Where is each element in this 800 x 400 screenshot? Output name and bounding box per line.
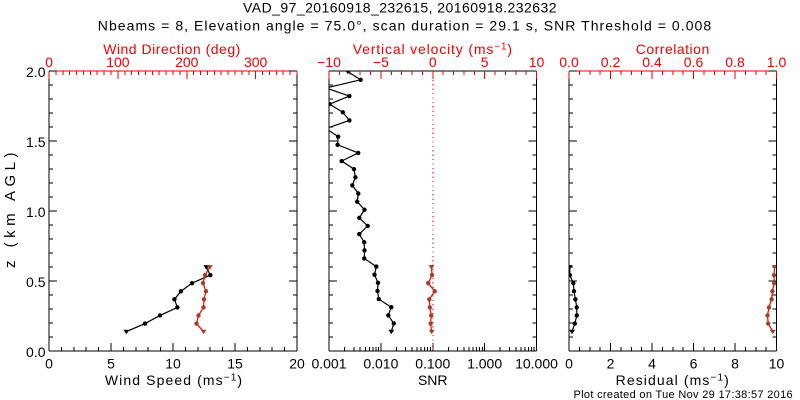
svg-text:Nbeams = 8, Elevation angle =: Nbeams = 8, Elevation angle = 75.0°, sca… [98,18,712,34]
svg-text:4: 4 [648,356,656,372]
svg-text:0.100: 0.100 [415,356,450,372]
svg-text:z (km AGL): z (km AGL) [2,148,19,268]
svg-text:1.000: 1.000 [467,356,502,372]
svg-text:Wind Speed (ms−1): Wind Speed (ms−1) [105,372,243,388]
svg-text:1.0: 1.0 [767,54,787,70]
svg-text:5: 5 [107,356,115,372]
svg-text:0.0: 0.0 [26,344,46,360]
svg-text:100: 100 [106,54,130,70]
svg-text:0.5: 0.5 [26,274,46,290]
svg-text:0: 0 [565,356,573,372]
svg-text:0: 0 [45,356,53,372]
svg-text:10: 10 [165,356,181,372]
svg-text:0.001: 0.001 [311,356,346,372]
svg-text:−5: −5 [373,54,389,70]
svg-text:0.6: 0.6 [684,54,704,70]
svg-text:−10: −10 [317,54,341,70]
svg-text:15: 15 [227,356,243,372]
svg-text:10: 10 [529,54,545,70]
svg-text:SNR: SNR [418,372,448,388]
svg-text:0.010: 0.010 [363,356,398,372]
svg-text:8: 8 [731,356,739,372]
svg-text:0: 0 [45,54,53,70]
svg-text:0: 0 [429,54,437,70]
svg-text:Vertical velocity (ms−1): Vertical velocity (ms−1) [353,41,513,57]
svg-text:1.0: 1.0 [26,204,46,220]
svg-text:200: 200 [175,54,199,70]
svg-text:Plot created on Tue Nov 29 17:: Plot created on Tue Nov 29 17:38:57 2016 [573,389,793,400]
svg-text:10: 10 [769,356,785,372]
svg-text:20: 20 [289,356,305,372]
svg-text:2: 2 [607,356,615,372]
svg-text:Residual (ms−1): Residual (ms−1) [616,372,730,388]
svg-text:Wind Direction (deg): Wind Direction (deg) [103,41,241,57]
svg-text:VAD_97_20160918_232615, 201609: VAD_97_20160918_232615, 20160918.232632 [243,0,557,16]
svg-text:10.000: 10.000 [515,356,558,372]
svg-text:2.0: 2.0 [26,64,46,80]
svg-text:0.0: 0.0 [559,54,579,70]
svg-text:0.8: 0.8 [725,54,745,70]
svg-text:0.4: 0.4 [642,54,662,70]
svg-text:0.2: 0.2 [601,54,621,70]
svg-text:1.5: 1.5 [26,134,46,150]
svg-text:5: 5 [481,54,489,70]
svg-text:6: 6 [690,356,698,372]
svg-text:300: 300 [244,54,268,70]
svg-text:Correlation: Correlation [636,41,710,57]
